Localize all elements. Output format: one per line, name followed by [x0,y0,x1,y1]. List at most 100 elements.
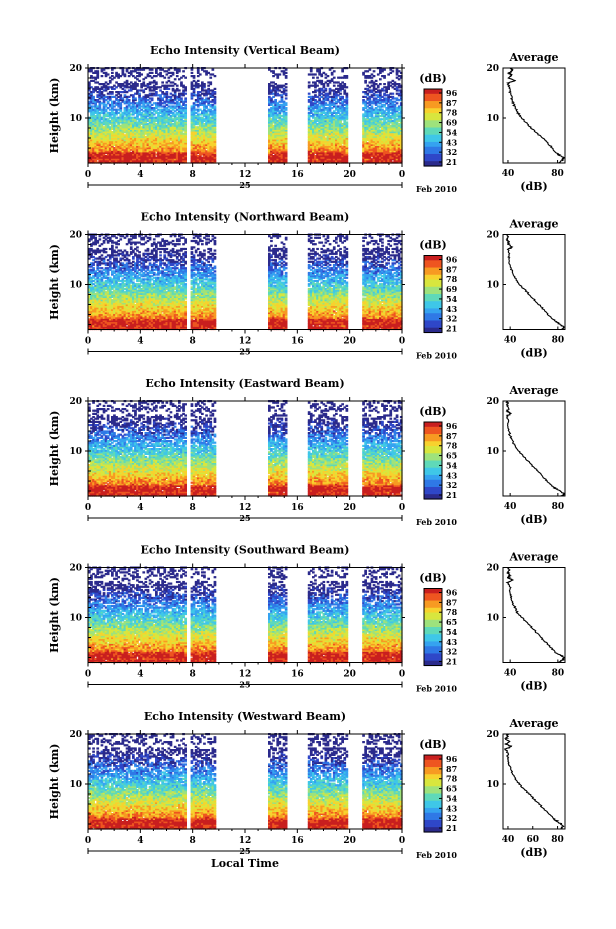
heatmap-cell [115,91,118,94]
heatmap-cell [370,105,374,108]
heatmap-cell [213,91,217,94]
heatmap-cell [209,76,213,79]
heatmap-cell [117,158,120,161]
heatmap-cell [113,156,116,159]
heatmap-cell [284,89,288,92]
heatmap-cell [113,143,116,146]
heatmap-cell [111,140,114,143]
heatmap-cell [90,119,93,122]
heatmap-cell [102,111,106,114]
heatmap-cell [98,145,102,148]
heatmap-cell [127,143,131,146]
heatmap-cell [117,132,120,135]
heatmap-cell [138,150,141,153]
heatmap-cell [379,78,382,81]
heatmap-cell [184,97,187,100]
heatmap-cell [96,116,100,119]
heatmap-cell [100,153,104,156]
heatmap-cell [113,115,116,118]
heatmap-cell [100,135,104,138]
heatmap-cell [117,126,120,129]
heatmap-cell [106,145,110,148]
heatmap-cell [113,155,116,158]
heatmap-cell [98,150,102,153]
heatmap-cell [104,143,108,146]
heatmap-cell [134,151,137,154]
heatmap-cell [92,123,95,126]
heatmap-cell [104,147,108,150]
heatmap-cell [104,87,108,90]
heatmap-cell [96,95,100,98]
heatmap-cell [100,86,104,89]
heatmap-cell [88,68,91,71]
heatmap-cell [138,155,141,158]
heatmap-cell [102,116,106,119]
heatmap-cell [127,113,131,116]
heatmap-cell [94,159,97,162]
heatmap-cell [108,147,112,150]
heatmap-cell [98,94,102,97]
heatmap-cell [94,118,97,121]
heatmap-cell [127,111,131,114]
heatmap-cell [104,103,108,106]
heatmap-cell [113,132,116,135]
heatmap-cell [108,103,112,106]
heatmap-cell [111,121,114,124]
heatmap-cell [129,110,133,113]
heatmap-cell [106,123,110,126]
heatmap-cell [106,73,110,76]
heatmap-cell [134,139,137,142]
heatmap-cell [88,124,91,127]
heatmap-cell [113,123,116,126]
heatmap-cell [121,131,125,134]
heatmap-cell [104,71,108,74]
heatmap-cell [127,71,131,74]
heatmap-cell [134,87,137,90]
panel-title: Echo Intensity (Northward Beam) [141,211,350,224]
heatmap-cell [98,123,102,126]
heatmap-cell [123,156,127,159]
heatmap-cell [115,142,118,145]
heatmap-cell [138,142,141,145]
heatmap-cell [125,116,129,119]
heatmap-cell [102,156,106,159]
heatmap-cell [113,87,116,90]
heatmap-cell [111,107,114,110]
heatmap-cell [117,127,120,130]
heatmap-cell [115,113,118,116]
heatmap-cell [108,115,112,118]
heatmap-cell [132,156,135,159]
heatmap-cell [98,111,102,114]
heatmap-cell [88,140,91,143]
heatmap-cell [211,68,215,71]
heatmap-cell [136,115,139,118]
heatmap-cell [117,153,120,156]
heatmap-cell [121,99,125,102]
profile-x-tick-label: 40 [502,169,515,179]
heatmap-cell [94,137,97,140]
heatmap-cell [138,158,141,161]
heatmap-cell [98,139,102,142]
heatmap-cell [113,95,116,98]
heatmap-cell [129,84,133,87]
heatmap-cell [117,116,120,119]
heatmap-cell [134,121,137,124]
heatmap-cell [90,68,93,71]
heatmap-cell [102,94,106,97]
heatmap-cell [111,113,114,116]
heatmap-cell [113,102,116,105]
heatmap-cell [98,153,102,156]
heatmap-cell [123,110,127,113]
heatmap-cell [94,145,97,148]
heatmap-cell [108,123,112,126]
heatmap-cell [96,111,100,114]
heatmap-cell [94,78,97,81]
heatmap-cell [132,127,135,130]
heatmap-cell [136,148,139,151]
heatmap-cell [115,158,118,161]
heatmap-cell [90,126,93,129]
heatmap-cell [190,71,194,74]
heatmap-cell [108,126,112,129]
heatmap-cell [102,108,106,111]
heatmap-cell [316,76,319,79]
